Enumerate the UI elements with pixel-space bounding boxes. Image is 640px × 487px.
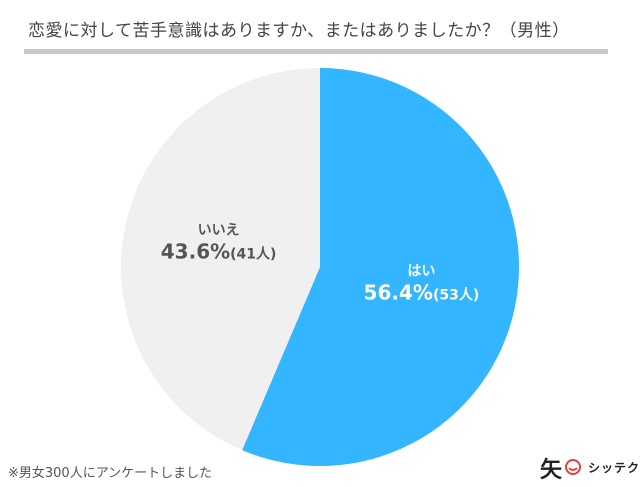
slice-label-0: はい: [407, 264, 435, 280]
pie-slice-0: [242, 68, 520, 467]
slice-value-1: 43.6%(41人): [161, 239, 277, 263]
slice-label-1: いいえ: [198, 222, 240, 238]
survey-footnote: ※男女300人にアンケートしました: [8, 466, 213, 481]
pie-slice-1: [121, 68, 320, 451]
brand-logo: 矢 シッテク: [540, 452, 639, 483]
logo-face-icon: [565, 459, 581, 475]
logo-text: シッテク: [588, 461, 640, 475]
slice-value-0: 56.4%(53人): [364, 281, 480, 305]
chart-title: 恋愛に対して苦手意識はありますか、またはありましたか？（男性）: [28, 21, 570, 41]
logo-kanji: 矢: [540, 457, 563, 483]
title-underline: [24, 49, 608, 54]
